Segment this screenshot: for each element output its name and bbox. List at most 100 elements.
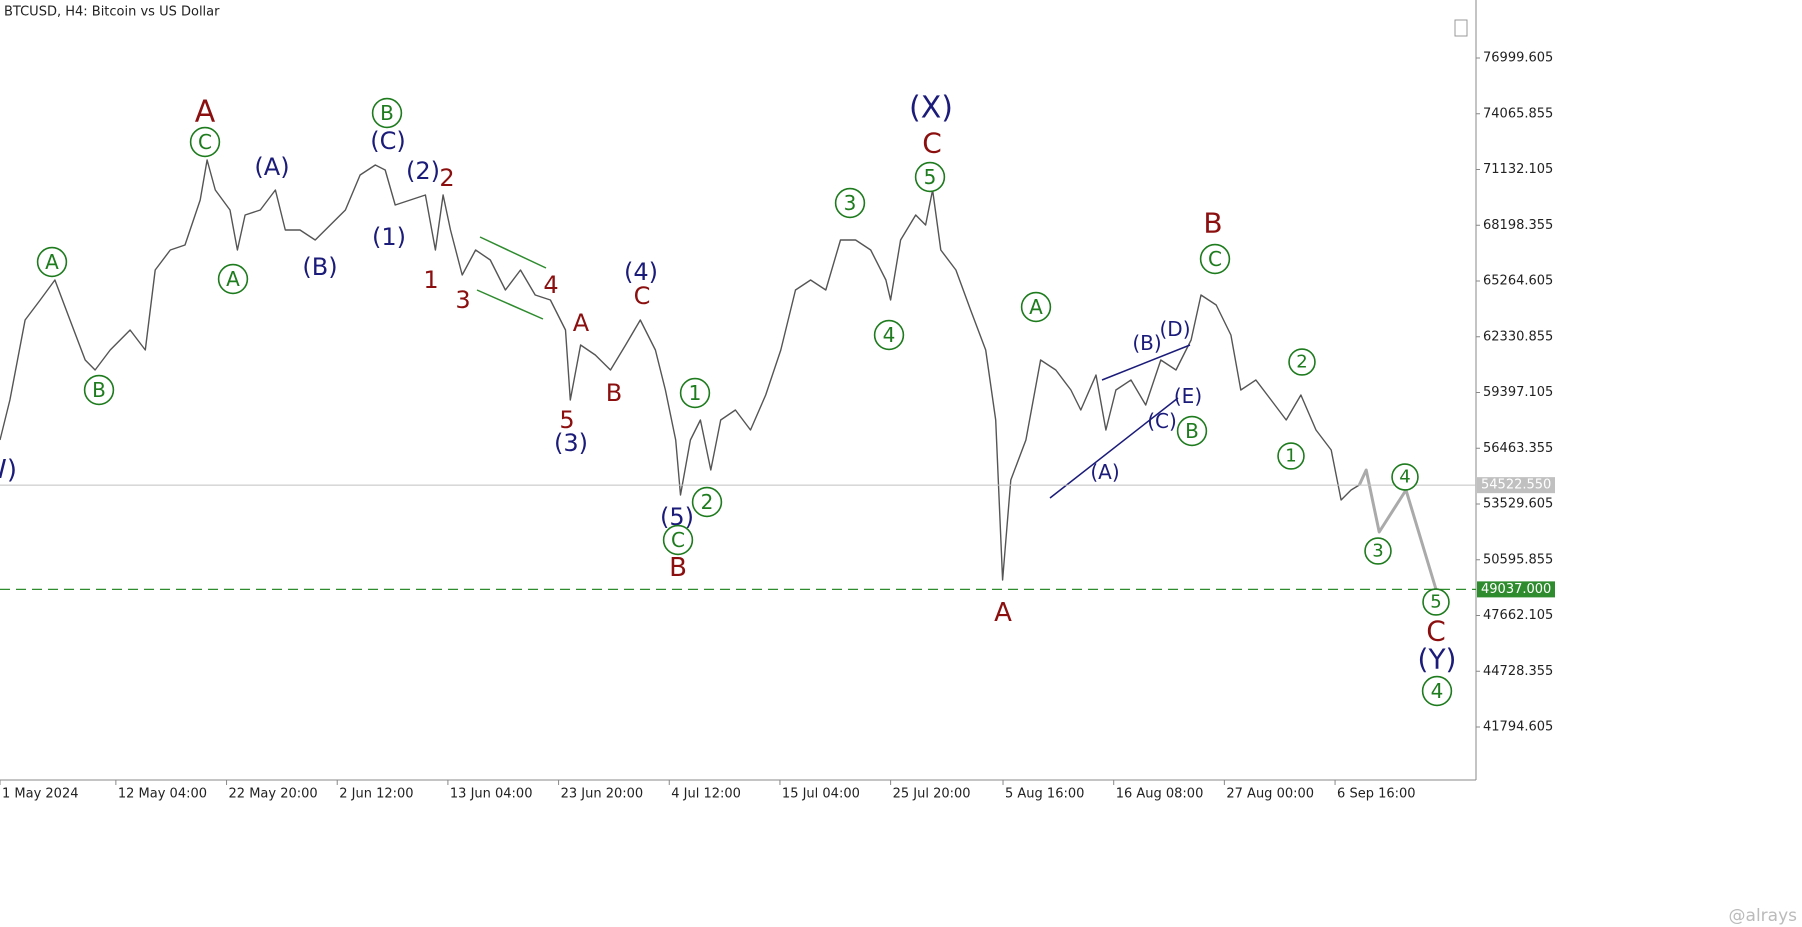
x-tick-label: 22 May 20:00 (229, 787, 318, 802)
y-tick-label: 74065.855 (1483, 106, 1553, 121)
wave-label: (1) (372, 223, 406, 251)
wave-label: (X) (909, 91, 953, 126)
channel-line (476, 289, 544, 320)
wave-circle (36, 246, 68, 278)
y-tick-label: 41794.605 (1483, 720, 1553, 735)
x-tick-label: 2 Jun 12:00 (339, 787, 413, 802)
wave-label: (Y) (1418, 643, 1457, 676)
wave-circle (1277, 442, 1305, 470)
wave-label: 3 (455, 286, 470, 314)
level-label-box (1477, 477, 1555, 494)
x-tick-label: 13 Jun 04:00 (450, 787, 533, 802)
wave-label: A (573, 309, 590, 337)
level-label: 54522.550 (1481, 478, 1551, 493)
wave-label: (C) (370, 127, 405, 155)
panel-icon[interactable] (1454, 19, 1468, 37)
level-label-box (1477, 581, 1555, 598)
wave-circle (1421, 675, 1453, 707)
wave-circle (1176, 415, 1208, 447)
wave-circle (189, 126, 221, 158)
wave-circle (834, 187, 866, 219)
wave-label: A (1029, 295, 1043, 319)
wave-circle (83, 374, 115, 406)
wave-label: A (226, 267, 240, 291)
wave-label: (3) (554, 429, 588, 457)
wave-label: B (1203, 207, 1222, 240)
triangle-line (1049, 397, 1179, 499)
wave-label: 5 (1430, 592, 1441, 613)
wave-label: 2 (1296, 352, 1307, 373)
price-line (0, 159, 1360, 581)
x-tick-label: 27 Aug 00:00 (1226, 787, 1314, 802)
wave-circle (1391, 463, 1419, 491)
y-tick-label: 53529.605 (1483, 497, 1553, 512)
wave-label: B (92, 378, 106, 402)
wave-label: A (994, 598, 1012, 628)
wave-label: 4 (543, 271, 558, 299)
wave-label: A (195, 95, 216, 130)
y-tick-label: 44728.355 (1483, 664, 1553, 679)
wave-label: 2 (701, 490, 714, 514)
wave-circle (371, 97, 403, 129)
wave-label: (W) (0, 455, 17, 485)
triangle-line (1101, 344, 1191, 381)
wave-label: (B) (1132, 331, 1161, 355)
wave-label: C (1208, 247, 1222, 271)
x-tick-label: 4 Jul 12:00 (671, 787, 741, 802)
wave-label: 1 (689, 381, 702, 405)
x-tick-label: 16 Aug 08:00 (1116, 787, 1204, 802)
watermark: @alrays (1729, 906, 1798, 926)
wave-label: (A) (1090, 460, 1119, 484)
wave-circle (914, 161, 946, 193)
wave-label: (D) (1159, 317, 1190, 341)
y-tick-label: 68198.355 (1483, 218, 1553, 233)
x-tick-label: 15 Jul 04:00 (782, 787, 860, 802)
wave-circle (1422, 588, 1450, 616)
y-tick-label: 62330.855 (1483, 329, 1553, 344)
wave-label: C (198, 130, 212, 154)
wave-label: 5 (559, 406, 574, 434)
wave-label: B (1185, 419, 1199, 443)
y-tick-label: 56463.355 (1483, 441, 1553, 456)
wave-label: C (922, 127, 942, 160)
wave-label: B (606, 379, 622, 407)
wave-label: 3 (844, 191, 857, 215)
wave-label: (E) (1174, 384, 1202, 408)
chart-title: BTCUSD, H4: Bitcoin vs US Dollar (4, 5, 220, 20)
level-label: 49037.000 (1481, 582, 1551, 597)
wave-circle (873, 319, 905, 351)
y-tick-label: 76999.605 (1483, 51, 1553, 66)
y-tick-label: 59397.105 (1483, 385, 1553, 400)
wave-circle (691, 486, 723, 518)
wave-label: A (45, 250, 59, 274)
wave-label: C (671, 528, 685, 552)
wave-label: (2) (406, 157, 440, 185)
wave-circle (1199, 243, 1231, 275)
y-tick-label: 65264.605 (1483, 274, 1553, 289)
x-tick-label: 1 May 2024 (2, 787, 79, 802)
wave-circle (1288, 348, 1316, 376)
x-tick-label: 25 Jul 20:00 (893, 787, 971, 802)
wave-label: (4) (624, 258, 658, 286)
wave-label: 1 (1285, 446, 1296, 467)
projection-line (1357, 468, 1438, 591)
wave-circle (217, 263, 249, 295)
x-tick-label: 12 May 04:00 (118, 787, 207, 802)
wave-circle (679, 377, 711, 409)
wave-circle (1020, 291, 1052, 323)
wave-label: 4 (1399, 467, 1410, 488)
wave-label: C (634, 282, 651, 310)
wave-label: (C) (1147, 409, 1177, 433)
y-tick-label: 71132.105 (1483, 162, 1553, 177)
wave-label: 5 (924, 165, 937, 189)
wave-circle (1364, 537, 1392, 565)
channel-line (479, 236, 547, 269)
wave-label: C (1426, 615, 1446, 648)
plot-area (0, 159, 1438, 591)
y-tick-label: 50595.855 (1483, 552, 1553, 567)
wave-label: (B) (302, 253, 337, 281)
y-tick-label: 47662.105 (1483, 608, 1553, 623)
wave-label: (A) (254, 153, 289, 181)
